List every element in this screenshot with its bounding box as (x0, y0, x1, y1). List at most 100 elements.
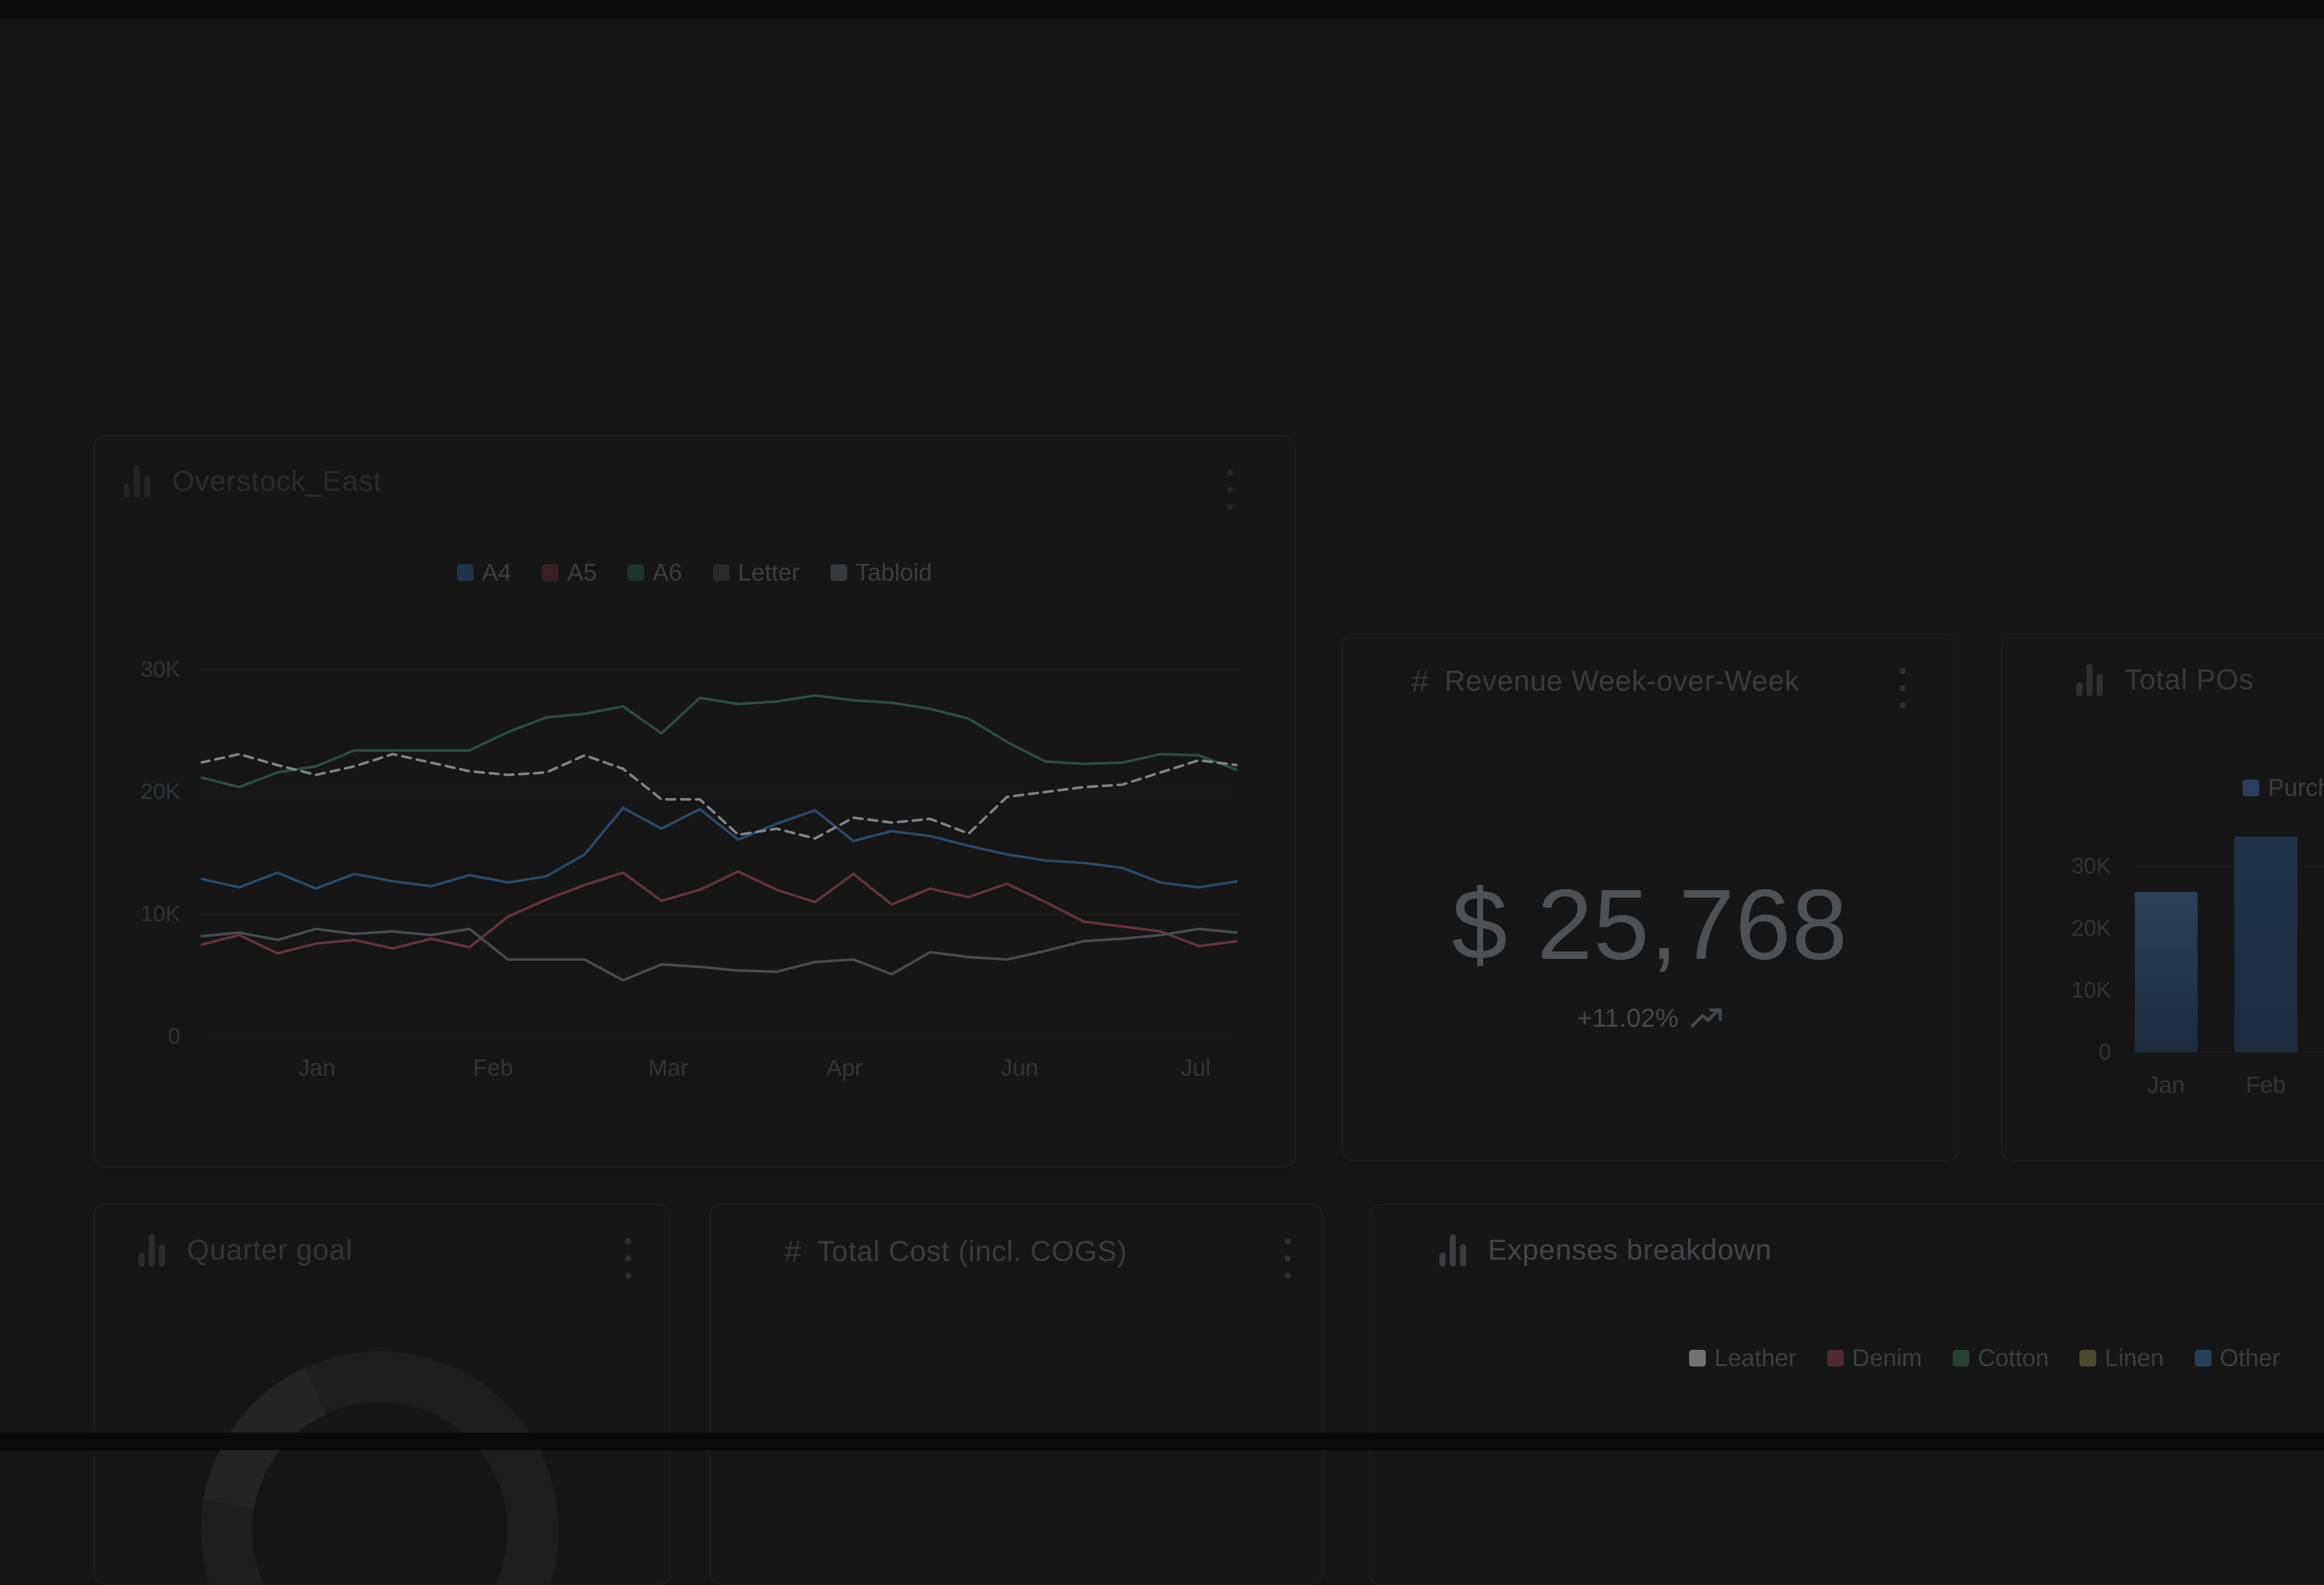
y-axis-tick-label: 0 (168, 1024, 180, 1049)
trending-up-icon (1690, 1008, 1722, 1027)
legend-item-a6[interactable]: A6 (627, 559, 682, 587)
expenses-legend: Leather Denim Cotton Linen Other (1370, 1344, 2324, 1372)
legend-item-other[interactable]: Other (2194, 1344, 2280, 1372)
card-title: Overstock_East (172, 465, 382, 497)
legend-swatch (1689, 1350, 1706, 1367)
y-axis-tick-label: 30K (140, 657, 180, 682)
legend-swatch (627, 564, 644, 581)
legend-label: A6 (652, 559, 682, 586)
legend-label: A4 (482, 559, 512, 586)
legend-label: Other (2219, 1345, 2280, 1372)
x-axis-tick-label: Jun (1001, 1055, 1038, 1081)
card-title: Expenses breakdown (1488, 1234, 1772, 1266)
bar-chart-icon (124, 465, 156, 498)
card-header: Overstock_East (124, 465, 382, 498)
legend-label: Letter (738, 559, 800, 586)
card-header: # Total Cost (incl. COGS) (784, 1234, 1127, 1269)
bar-chart-icon (1439, 1234, 1472, 1267)
legend-swatch (456, 564, 474, 581)
legend-swatch (2194, 1350, 2212, 1367)
kebab-menu-button[interactable] (1893, 668, 1912, 708)
legend-label: A5 (567, 559, 597, 586)
legend-label: Purchase Orders (2268, 774, 2324, 801)
po-bar-feb[interactable] (2234, 837, 2298, 1052)
bar-chart-icon (139, 1234, 171, 1267)
card-header: # Revenue Week-over-Week (1412, 663, 1800, 699)
hash-icon: # (1412, 664, 1429, 698)
legend-swatch (1953, 1350, 1970, 1367)
po-bar-jan[interactable] (2134, 892, 2198, 1052)
card-header: Quarter goal (139, 1234, 353, 1267)
screen-bottom-band (0, 1433, 2324, 1450)
gridline (2134, 1052, 2324, 1053)
card-header: Expenses breakdown (1439, 1234, 1772, 1267)
card-header: Total POs (2076, 663, 2254, 696)
x-axis-tick-label: Feb (473, 1055, 513, 1081)
legend-swatch (2080, 1350, 2097, 1367)
revenue-delta-percent: +11.02% (1577, 1003, 1679, 1032)
card-title: Total POs (2125, 664, 2254, 696)
y-axis-tick-label: 20K (140, 779, 180, 804)
legend-swatch (830, 564, 847, 581)
gridline (2134, 866, 2324, 867)
revenue-value: $ 25,768 (1452, 868, 1849, 980)
card-total-pos: Total POs Purchase Orders 0 10K 20K 30K Jan… (2001, 634, 2324, 1161)
bar-chart-plot (2134, 834, 2324, 1053)
revenue-delta: +11.02% (1342, 1003, 1958, 1033)
y-axis-tick-label: 30K (2071, 854, 2111, 879)
kebab-menu-button[interactable] (1221, 469, 1239, 510)
legend-item-tabloid[interactable]: Tabloid (830, 559, 932, 587)
card-title: Quarter goal (187, 1234, 353, 1266)
legend-swatch (542, 564, 559, 581)
line-chart-plot (201, 642, 1237, 1037)
legend-item-a5[interactable]: A5 (542, 559, 597, 587)
legend-label: Denim (1852, 1345, 1922, 1372)
line-chart-svg (201, 669, 1237, 1037)
card-quarter-goal: Quarter goal (93, 1204, 671, 1585)
legend-label: Linen (2105, 1345, 2164, 1372)
card-total-cost: # Total Cost (incl. COGS) (709, 1204, 1323, 1585)
bar-chart-legend: Purchase Orders (2002, 774, 2324, 802)
bar-chart-icon (2076, 663, 2109, 696)
card-revenue-week-over-week: # Revenue Week-over-Week $ 25,768 +11.02… (1341, 634, 1959, 1161)
kebab-menu-button[interactable] (619, 1238, 637, 1279)
hash-icon: # (784, 1234, 801, 1268)
legend-swatch (2243, 779, 2260, 796)
line-chart-x-axis-labels: Jan Feb Mar Apr Jun Jul (201, 1054, 1237, 1084)
legend-item-letter[interactable]: Letter (713, 559, 800, 587)
x-axis-tick-label: Apr (826, 1055, 863, 1081)
screen-top-band (0, 0, 2324, 18)
legend-swatch (713, 564, 730, 581)
kebab-menu-button[interactable] (1278, 1238, 1297, 1279)
legend-label: Leather (1714, 1345, 1796, 1372)
x-axis-tick-label: Feb (2245, 1072, 2286, 1098)
y-axis-tick-label: 0 (2099, 1040, 2111, 1064)
line-chart-legend: A4 A5 A6 Letter Tabloid (94, 559, 1295, 587)
legend-item-cotton[interactable]: Cotton (1953, 1344, 2049, 1372)
quarter-goal-gauge (194, 1344, 566, 1584)
legend-item-a4[interactable]: A4 (456, 559, 512, 587)
legend-label: Cotton (1978, 1345, 2049, 1372)
legend-item-purchase-orders[interactable]: Purchase Orders (2243, 774, 2324, 802)
card-title: Revenue Week-over-Week (1444, 665, 1800, 697)
card-overstock-east: Overstock_East A4 A5 A6 Letter Tabloid 0 10K 2… (93, 435, 1296, 1168)
x-axis-tick-label: Jan (2147, 1072, 2185, 1098)
legend-item-linen[interactable]: Linen (2080, 1344, 2164, 1372)
x-axis-tick-label: Jul (1181, 1055, 1211, 1081)
y-axis-tick-label: 10K (2071, 977, 2111, 1003)
y-axis-tick-label: 20K (2071, 916, 2111, 941)
x-axis-tick-label: Mar (648, 1055, 688, 1081)
gauge-svg (201, 1351, 559, 1584)
bar-chart-y-axis-labels: 0 10K 20K 30K (2020, 834, 2111, 1064)
legend-label: Tabloid (855, 559, 932, 586)
legend-item-leather[interactable]: Leather (1689, 1344, 1796, 1372)
line-chart-y-axis-labels: 0 10K 20K 30K (105, 642, 180, 1049)
card-title: Total Cost (incl. COGS) (817, 1235, 1127, 1268)
legend-swatch (1827, 1350, 1844, 1367)
card-expenses-breakdown: Expenses breakdown Leather Denim Cotton Lin… (1369, 1204, 2324, 1585)
x-axis-tick-label: Jan (298, 1055, 336, 1081)
y-axis-tick-label: 10K (140, 901, 180, 926)
legend-item-denim[interactable]: Denim (1827, 1344, 1922, 1372)
